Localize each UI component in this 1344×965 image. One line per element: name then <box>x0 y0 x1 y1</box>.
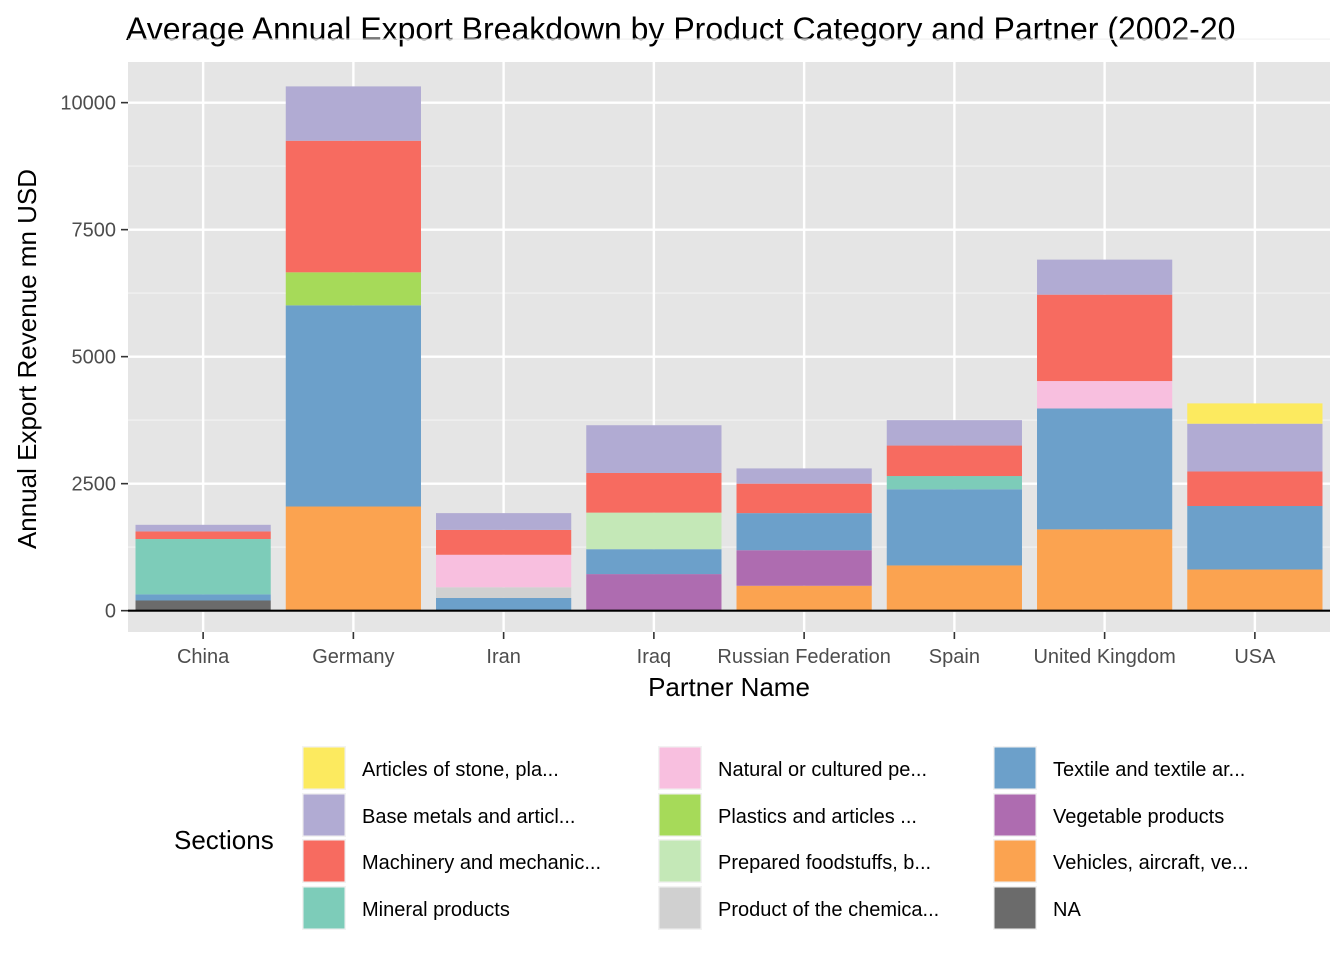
bar-segment-russian-federation <box>736 513 872 551</box>
legend-swatch <box>994 887 1036 929</box>
y-axis-title: Annual Export Revenue mn USD <box>12 169 42 549</box>
x-tick-label: Germany <box>312 646 394 668</box>
x-tick-label: United Kingdom <box>1033 646 1175 668</box>
legend-entry-label: NA <box>1053 899 1081 921</box>
x-axis: China Germany Iran Iraq Russian Federation Sp… <box>177 632 1276 668</box>
bar-segment-iran <box>436 529 572 555</box>
bar-segment-russian-federation <box>736 468 872 484</box>
legend-entry-label: Base metals and articl... <box>362 806 575 828</box>
bar-segment-germany <box>285 140 421 273</box>
bar-segment-iran <box>436 587 572 598</box>
legend-entry-label: Vegetable products <box>1053 806 1224 828</box>
bar-segment-usa <box>1187 506 1323 570</box>
bar-segment-spain <box>886 445 1022 477</box>
bar-segment-germany <box>285 305 421 507</box>
legend-entry-label: Articles of stone, pla... <box>362 759 559 781</box>
bar-segment-germany <box>285 272 421 306</box>
bar-segment-usa <box>1187 423 1323 472</box>
bar-segment-spain <box>886 489 1022 566</box>
bar-segment-united-kingdom <box>1037 294 1173 382</box>
bar-segment-iraq <box>586 512 722 550</box>
x-tick-label: Russian Federation <box>717 646 890 668</box>
bar-segment-united-kingdom <box>1037 408 1173 530</box>
legend-swatch <box>303 887 345 929</box>
legend-swatch <box>659 747 701 789</box>
y-axis: 0 2500 5000 7500 10000 <box>60 93 128 623</box>
bar-segment-usa <box>1187 403 1323 424</box>
y-tick-label: 7500 <box>72 220 117 242</box>
bar-segment-iran <box>436 554 572 588</box>
legend-entry-label: Mineral products <box>362 899 510 921</box>
x-axis-title: Partner Name <box>648 672 810 702</box>
y-tick-label: 5000 <box>72 347 117 369</box>
legend-swatch <box>303 840 345 882</box>
bar-segment-iraq <box>586 574 722 611</box>
bar-segment-germany <box>285 506 421 611</box>
bar-segment-spain <box>886 476 1022 490</box>
x-tick-label: Iraq <box>637 646 671 668</box>
bar-stacks <box>135 86 1323 611</box>
bar-segment-china <box>135 524 271 532</box>
bar-segment-china <box>135 600 271 611</box>
legend-entry-label: Textile and textile ar... <box>1053 759 1245 781</box>
bar-segment-china <box>135 594 271 601</box>
bar-segment-russian-federation <box>736 585 872 611</box>
legend-swatch <box>994 747 1036 789</box>
y-tick-label: 0 <box>105 601 116 623</box>
bar-segment-usa <box>1187 569 1323 611</box>
bar-segment-iraq <box>586 425 722 473</box>
y-tick-label: 10000 <box>60 93 116 115</box>
bar-segment-russian-federation <box>736 483 872 514</box>
legend-swatch <box>303 747 345 789</box>
y-tick-label: 2500 <box>72 474 117 496</box>
x-tick-label: USA <box>1234 646 1276 668</box>
bar-segment-united-kingdom <box>1037 529 1173 611</box>
bar-segment-usa <box>1187 471 1323 507</box>
x-tick-label: Iran <box>486 646 520 668</box>
legend-swatch <box>659 840 701 882</box>
legend-swatch <box>994 840 1036 882</box>
legend: Sections Articles of stone, pla... Base m… <box>174 746 1249 930</box>
legend-entry-label: Product of the chemica... <box>718 899 939 921</box>
x-tick-label: Spain <box>929 646 980 668</box>
legend-entry-label: Machinery and mechanic... <box>362 852 601 874</box>
bar-segment-china <box>135 539 271 595</box>
bar-segment-iraq <box>586 472 722 513</box>
bar-segment-spain <box>886 420 1022 446</box>
bar-segment-united-kingdom <box>1037 259 1173 295</box>
bar-segment-iran <box>436 597 572 611</box>
bar-segment-iraq <box>586 549 722 575</box>
legend-title: Sections <box>174 825 274 855</box>
bar-segment-germany <box>285 86 421 141</box>
bar-segment-united-kingdom <box>1037 381 1173 409</box>
legend-entry-label: Prepared foodstuffs, b... <box>718 852 931 874</box>
legend-entry-label: Vehicles, aircraft, ve... <box>1053 852 1249 874</box>
legend-swatch <box>659 887 701 929</box>
bar-segment-china <box>135 531 271 540</box>
legend-entry-label: Natural or cultured pe... <box>718 759 927 781</box>
bar-segment-spain <box>886 565 1022 611</box>
legend-entry-label: Plastics and articles ... <box>718 806 917 828</box>
legend-swatch <box>303 794 345 836</box>
bar-segment-russian-federation <box>736 550 872 586</box>
legend-swatch <box>659 794 701 836</box>
chart-title: Average Annual Export Breakdown by Produ… <box>126 11 1235 47</box>
x-tick-label: China <box>177 646 230 668</box>
bar-segment-iran <box>436 513 572 530</box>
legend-swatch <box>994 794 1036 836</box>
